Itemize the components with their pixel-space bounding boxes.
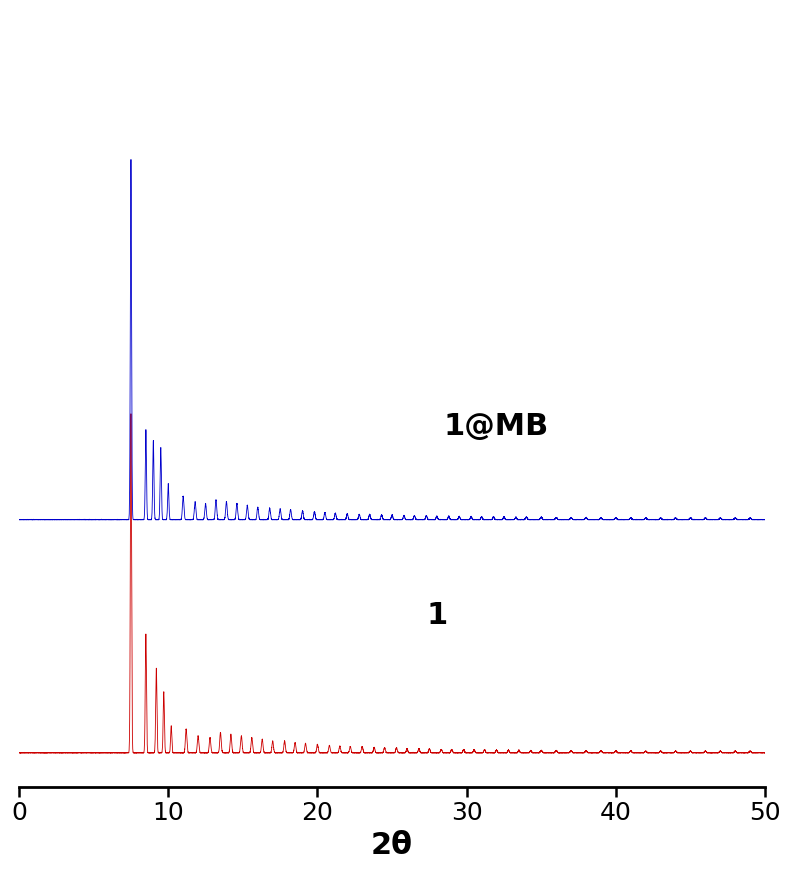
Text: 1: 1	[426, 601, 447, 630]
Text: 1@MB: 1@MB	[444, 412, 549, 441]
X-axis label: 2θ: 2θ	[371, 831, 413, 860]
